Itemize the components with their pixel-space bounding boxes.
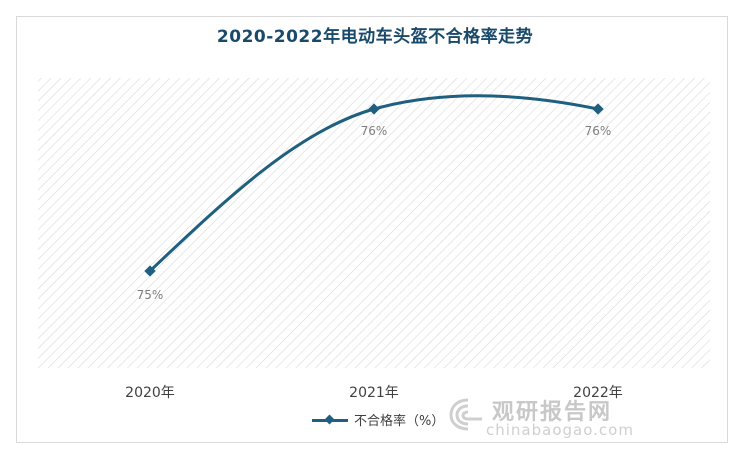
legend: 不合格率（%）: [312, 410, 444, 429]
data-label: 76%: [585, 124, 612, 138]
watermark: 观研报告网 chinabaogao.com: [448, 392, 668, 442]
legend-swatch: [312, 414, 348, 426]
x-axis-ticks: 2020年 2021年 2022年: [125, 385, 623, 401]
chart-title: 2020-2022年电动车头盔不合格率走势: [216, 27, 534, 47]
watermark-text-cn: 观研报告网: [492, 400, 613, 425]
legend-label: 不合格率（%）: [354, 414, 445, 429]
x-tick-label: 2020年: [125, 385, 175, 401]
x-tick-label: 2021年: [349, 385, 399, 401]
watermark-logo-icon: [449, 398, 482, 431]
data-point-marker: [144, 265, 156, 277]
plot-area: [38, 78, 710, 368]
data-label: 76%: [361, 124, 388, 138]
x-tick-label: 2022年: [573, 385, 623, 401]
watermark-text-en: chinabaogao.com: [486, 421, 634, 439]
data-label: 75%: [137, 288, 164, 302]
